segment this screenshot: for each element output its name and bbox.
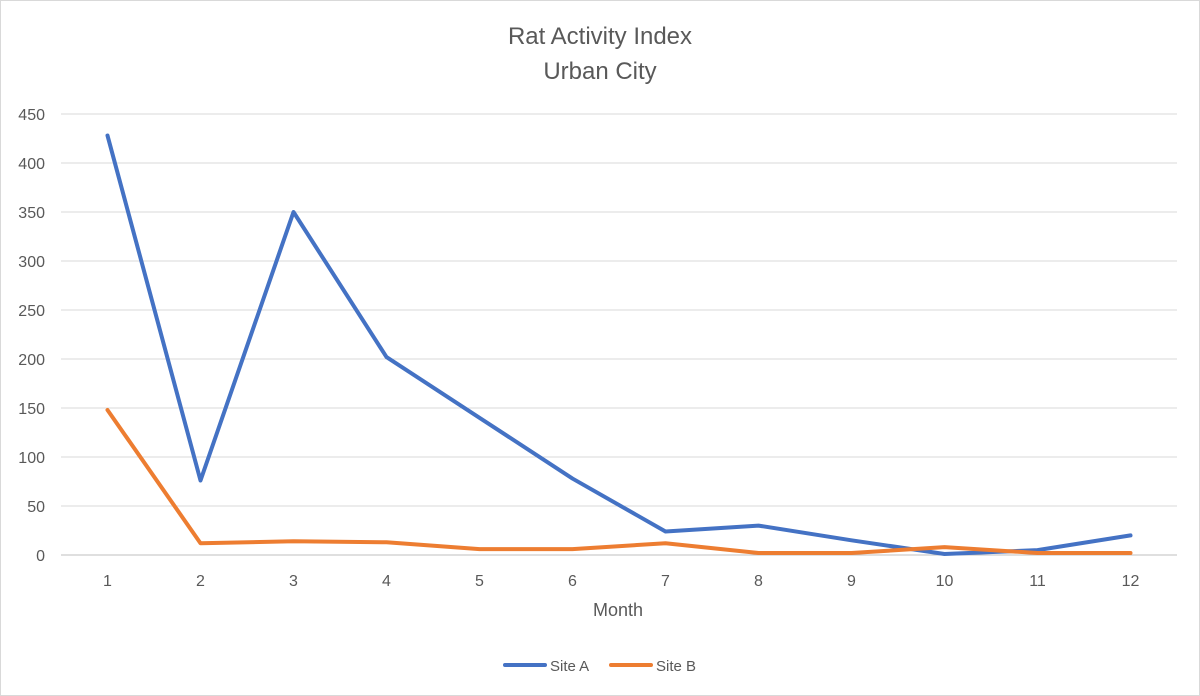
data-point xyxy=(478,416,482,420)
x-axis-ticks: 1 2 3 4 5 6 7 8 9 10 11 12 xyxy=(103,573,1139,590)
series-line-site-b xyxy=(105,407,1133,556)
x-tick-label: 9 xyxy=(847,573,856,590)
data-point xyxy=(478,547,482,551)
data-point xyxy=(1036,551,1040,555)
y-tick-label: 350 xyxy=(18,205,45,222)
y-tick-label: 400 xyxy=(18,156,45,173)
chart-subtitle: Urban City xyxy=(543,58,656,85)
series-line-site-a xyxy=(105,133,1133,557)
x-axis-title: Month xyxy=(593,600,643,620)
data-point xyxy=(106,134,110,138)
x-tick-label: 2 xyxy=(196,573,205,590)
y-tick-label: 450 xyxy=(18,107,45,124)
x-tick-label: 10 xyxy=(936,573,954,590)
data-point xyxy=(850,551,854,555)
data-point xyxy=(571,477,575,481)
data-point xyxy=(664,529,668,533)
data-point xyxy=(757,524,761,528)
x-tick-label: 12 xyxy=(1122,573,1140,590)
y-tick-label: 300 xyxy=(18,254,45,271)
y-axis-ticks: 0 50 100 150 200 250 300 350 400 450 xyxy=(18,107,45,565)
legend-label: Site A xyxy=(550,658,589,675)
y-tick-label: 100 xyxy=(18,450,45,467)
y-tick-label: 0 xyxy=(36,548,45,565)
legend: Site A Site B xyxy=(503,658,696,675)
x-tick-label: 5 xyxy=(475,573,484,590)
legend-label: Site B xyxy=(656,658,696,675)
data-point xyxy=(757,551,761,555)
data-point xyxy=(292,210,296,214)
series-lines xyxy=(105,133,1133,557)
data-point xyxy=(664,541,668,545)
x-tick-label: 7 xyxy=(661,573,670,590)
data-point xyxy=(106,408,110,412)
data-point xyxy=(199,541,203,545)
x-tick-label: 8 xyxy=(754,573,763,590)
y-tick-label: 250 xyxy=(18,303,45,320)
y-tick-label: 200 xyxy=(18,352,45,369)
data-point xyxy=(571,547,575,551)
y-tick-label: 50 xyxy=(27,499,45,516)
chart-title: Rat Activity Index xyxy=(508,23,692,50)
data-point xyxy=(943,545,947,549)
data-point xyxy=(199,479,203,483)
data-point xyxy=(850,538,854,542)
data-point xyxy=(385,355,389,359)
data-point xyxy=(1129,551,1133,555)
x-tick-label: 1 xyxy=(103,573,112,590)
x-tick-label: 4 xyxy=(382,573,391,590)
data-point xyxy=(1129,533,1133,537)
gridlines xyxy=(61,113,1177,556)
data-point xyxy=(385,540,389,544)
data-point xyxy=(292,539,296,543)
y-tick-label: 150 xyxy=(18,401,45,418)
x-tick-label: 11 xyxy=(1029,573,1046,590)
x-tick-label: 6 xyxy=(568,573,577,590)
x-tick-label: 3 xyxy=(289,573,298,590)
data-point xyxy=(943,552,947,556)
